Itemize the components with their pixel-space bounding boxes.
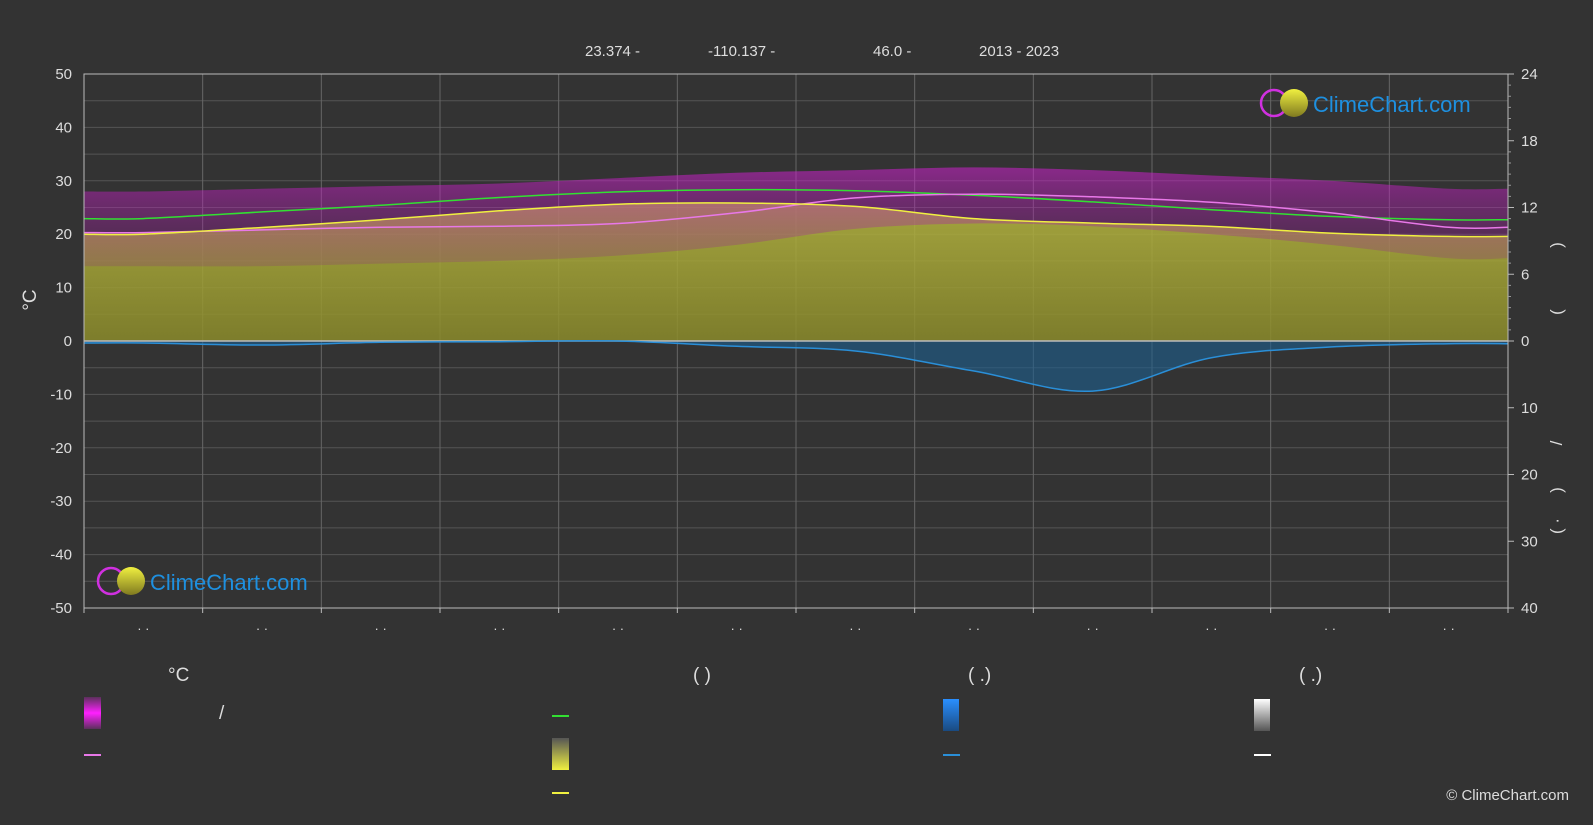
left-tick-label: 50 xyxy=(55,66,72,83)
right-axis-label-fragment-5: ( · xyxy=(1547,518,1566,534)
legend-col1-band-label: / xyxy=(219,703,225,724)
legend-col1-title: °C xyxy=(168,665,190,686)
month-tick-label: · · xyxy=(612,621,624,636)
right-tick-label: 24 xyxy=(1521,66,1538,83)
month-tick-label: · · xyxy=(375,621,387,636)
precipitation-line xyxy=(83,339,1509,393)
precipitation-area xyxy=(84,340,1508,392)
sunshine-hours-line xyxy=(83,202,1509,238)
logo-sun-icon xyxy=(117,567,145,595)
right-axis-label-fragment-4: ) xyxy=(1547,487,1566,493)
left-tick-label: 30 xyxy=(55,173,72,190)
left-tick-label: 40 xyxy=(55,119,72,136)
legend-swatch-snow-area xyxy=(1254,699,1270,731)
month-tick-label: · · xyxy=(1324,621,1336,636)
month-tick-label: · · xyxy=(137,621,149,636)
header-elevation: 46.0 - xyxy=(873,43,912,60)
temperature-range-band xyxy=(84,167,1508,267)
right-tick-label: 0 xyxy=(1521,333,1529,350)
header-years: 2013 - 2023 xyxy=(979,43,1060,60)
month-tick-label: · · xyxy=(1205,621,1217,636)
month-tick-label: · · xyxy=(968,621,980,636)
month-tick-label: · · xyxy=(1443,621,1455,636)
month-tick-label: · · xyxy=(1087,621,1099,636)
legend-col2-title: ( ) xyxy=(693,665,711,686)
left-axis-ticks: 50 40 30 20 10 0 -10 -20 -30 -40 -50 xyxy=(50,66,72,617)
max-temperature-line xyxy=(83,193,1509,234)
month-tick-label: · · xyxy=(731,621,743,636)
month-tick-labels: · · · · · · · · · · · · · · · · · · · · · · · · xyxy=(83,608,1509,636)
month-tick-label: · · xyxy=(256,621,268,636)
right-tick-label: 30 xyxy=(1521,533,1538,550)
right-axis-label-fragment-1: ) xyxy=(1547,242,1566,248)
left-tick-label: 10 xyxy=(55,280,72,297)
logo-bottom: ClimeChart.com xyxy=(96,566,308,596)
header-latitude: 23.374 - xyxy=(585,43,641,60)
legend-col3-title: ( .) xyxy=(968,665,992,686)
right-tick-label: 40 xyxy=(1521,600,1538,617)
left-tick-label: -30 xyxy=(50,493,72,510)
right-tick-label: 10 xyxy=(1521,400,1538,417)
legend-swatch-temp-band xyxy=(84,697,101,729)
left-tick-label: -40 xyxy=(50,547,72,564)
logo-top: ClimeChart.com xyxy=(1259,88,1471,118)
legend-swatch-sunshine-area xyxy=(552,738,569,770)
right-tick-label: 18 xyxy=(1521,133,1538,150)
right-axis-ticks: 24 18 12 6 0 10 20 30 40 xyxy=(1508,66,1538,617)
daylight-hours-line xyxy=(83,188,1509,221)
right-tick-label: 6 xyxy=(1521,266,1529,283)
month-tick-label: · · xyxy=(493,621,505,636)
logo-top-text: ClimeChart.com xyxy=(1313,92,1471,117)
copyright-text: © ClimeChart.com xyxy=(1446,787,1569,804)
legend-swatch-precip-area xyxy=(943,699,959,731)
left-tick-label: 0 xyxy=(64,333,72,350)
right-tick-label: 20 xyxy=(1521,467,1538,484)
left-tick-label: -20 xyxy=(50,440,72,457)
logo-bottom-text: ClimeChart.com xyxy=(150,570,308,595)
legend-col4-title: ( .) xyxy=(1299,665,1323,686)
right-axis-label-fragment-2: ( xyxy=(1547,309,1566,315)
header-longitude: -110.137 - xyxy=(708,43,776,60)
left-tick-label: -10 xyxy=(50,386,72,403)
right-axis-label-fragment-3: / xyxy=(1547,440,1566,445)
left-tick-label: 20 xyxy=(55,226,72,243)
logo-sun-icon xyxy=(1280,89,1308,117)
left-tick-label: -50 xyxy=(50,600,72,617)
right-tick-label: 12 xyxy=(1521,200,1538,217)
left-axis-label: °C xyxy=(20,289,41,310)
month-tick-label: · · xyxy=(849,621,861,636)
